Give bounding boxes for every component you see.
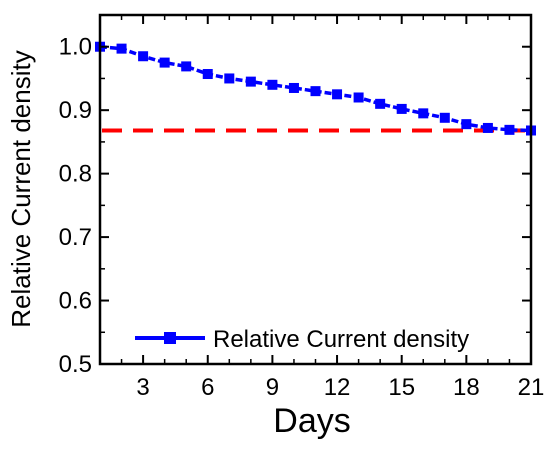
data-point xyxy=(224,73,235,84)
data-point xyxy=(482,122,493,133)
data-point xyxy=(138,51,149,62)
data-point xyxy=(181,61,192,72)
y-tick-label: 0.5 xyxy=(59,351,92,378)
legend: Relative Current density xyxy=(135,326,469,353)
x-tick-label: 3 xyxy=(136,374,149,401)
data-point xyxy=(116,43,127,54)
data-point xyxy=(310,86,321,97)
x-tick-label: 18 xyxy=(453,374,480,401)
x-tick-label: 21 xyxy=(518,374,545,401)
data-point xyxy=(375,98,386,109)
data-point xyxy=(396,103,407,114)
y-tick-label: 0.7 xyxy=(59,224,92,251)
legend-marker xyxy=(164,332,176,344)
data-point xyxy=(439,112,450,123)
y-tick-label: 1.0 xyxy=(59,34,92,61)
data-point xyxy=(202,69,213,80)
data-point xyxy=(504,124,515,135)
y-tick-label: 0.9 xyxy=(59,97,92,124)
data-point xyxy=(245,76,256,87)
data-point xyxy=(353,92,364,103)
data-point xyxy=(461,119,472,130)
y-tick-label: 0.6 xyxy=(59,288,92,315)
data-point xyxy=(332,89,343,100)
data-point xyxy=(267,79,278,90)
x-tick-label: 9 xyxy=(266,374,279,401)
axes: 3 6 9 12 15 18 21 0.5 0.6 0.7 0.8 0.9 1.0 xyxy=(59,13,545,401)
plot-area xyxy=(95,41,536,136)
x-tick-label: 6 xyxy=(201,374,214,401)
data-point xyxy=(288,82,299,93)
x-tick-label: 15 xyxy=(388,374,415,401)
x-tick-label: 12 xyxy=(324,374,351,401)
data-point xyxy=(418,108,429,119)
legend-label: Relative Current density xyxy=(213,326,469,353)
data-point xyxy=(159,57,170,68)
y-axis-title: Relative Current density xyxy=(6,50,36,327)
y-tick-label: 0.8 xyxy=(59,161,92,188)
x-axis-title: Days xyxy=(273,402,350,440)
